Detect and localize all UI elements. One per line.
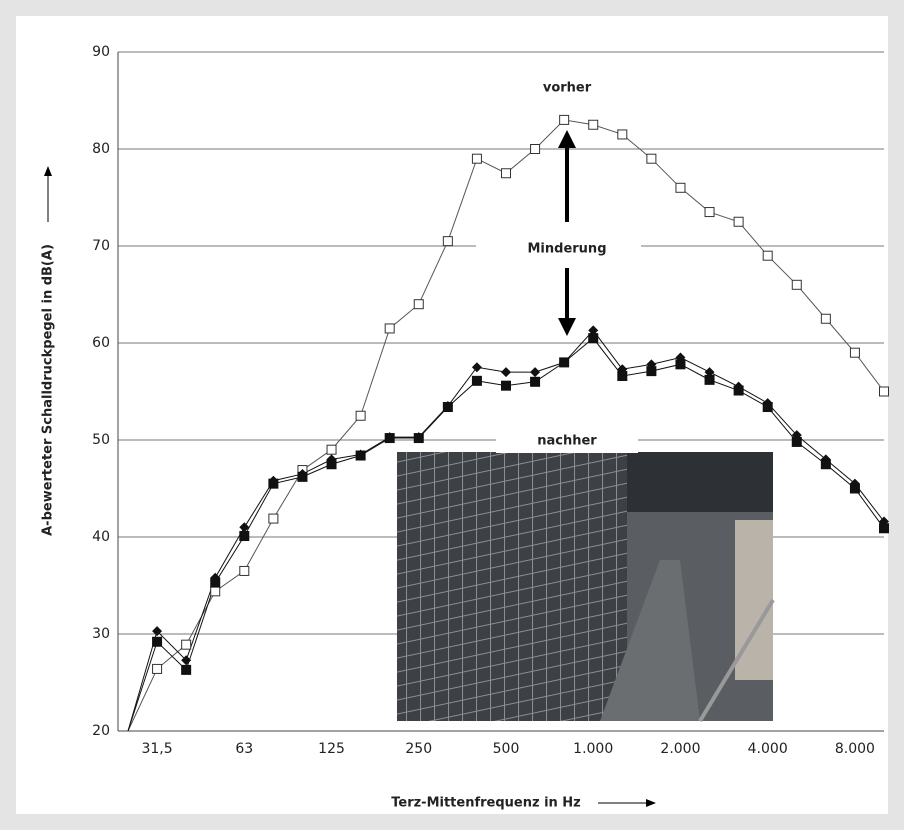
point: [762, 250, 773, 261]
point: [820, 459, 831, 470]
y-tick-label: 40: [92, 529, 110, 545]
point: [733, 216, 744, 227]
point: [210, 586, 221, 597]
point: [675, 359, 686, 370]
point: [239, 531, 250, 542]
point: [413, 433, 424, 444]
y-tick-label: 90: [92, 44, 110, 60]
point: [501, 380, 511, 391]
y-tick-label: 20: [92, 723, 110, 739]
point: [791, 279, 802, 290]
y-tick-label: 70: [92, 238, 110, 254]
point: [442, 402, 453, 413]
point: [268, 478, 279, 489]
label-bg: [476, 236, 641, 260]
point: [384, 433, 395, 444]
point: [297, 471, 308, 482]
annotation: Minderung: [528, 242, 607, 257]
point: [152, 636, 163, 647]
x-tick-label: 4.000: [748, 741, 788, 757]
x-tick-label: 63: [235, 741, 253, 757]
point: [588, 325, 599, 336]
point: [559, 114, 570, 125]
point: [530, 367, 541, 378]
point: [181, 664, 192, 675]
point: [762, 402, 773, 413]
point: [559, 357, 570, 368]
y-tick-label: 50: [92, 432, 110, 448]
y-tick-label: 80: [92, 141, 110, 157]
point: [733, 385, 744, 396]
x-tick-label: 250: [405, 741, 432, 757]
label-bg: [496, 429, 638, 453]
point: [471, 153, 482, 164]
point: [501, 367, 511, 378]
plot: [127, 114, 889, 732]
point: [413, 299, 424, 310]
point: [791, 436, 802, 447]
x-axis-title: Terz-Mittenfrequenz in Hz: [391, 796, 581, 811]
point: [849, 347, 860, 358]
y-tick-label: 30: [92, 626, 110, 642]
point: [181, 639, 192, 650]
point: [704, 367, 715, 378]
point: [355, 450, 366, 461]
point: [210, 577, 221, 588]
point: [268, 513, 279, 524]
y-axis-title: A-bewerteter Schalldruckpegel in dB(A): [41, 244, 56, 536]
arrows: [558, 130, 576, 336]
x-tick-label: 8.000: [835, 741, 875, 757]
point: [820, 313, 831, 324]
point: [326, 444, 337, 455]
x-tick-label: 500: [493, 741, 520, 757]
point: [239, 522, 250, 533]
point: [588, 119, 599, 130]
point: [646, 153, 657, 164]
point: [355, 410, 366, 421]
point: [152, 663, 163, 674]
point: [501, 168, 511, 179]
point: [704, 374, 715, 385]
point: [849, 483, 860, 494]
point: [239, 565, 250, 576]
annotation: nachher: [537, 434, 597, 449]
point: [879, 523, 889, 534]
point: [675, 182, 686, 193]
point: [384, 323, 395, 334]
point: [704, 207, 715, 218]
point: [617, 370, 628, 381]
point: [879, 386, 889, 397]
point: [152, 626, 163, 637]
x-tick-label: 125: [318, 741, 345, 757]
annotation: vorher: [543, 81, 592, 96]
point: [326, 459, 337, 470]
point: [442, 236, 453, 247]
x-tick-label: 2.000: [660, 741, 700, 757]
x-tick-label: 1.000: [573, 741, 613, 757]
axis-arrow: [44, 166, 656, 807]
point: [530, 376, 541, 387]
point: [646, 366, 657, 377]
point: [617, 129, 628, 140]
point: [588, 333, 599, 344]
point: [471, 362, 482, 373]
point: [471, 375, 482, 386]
photo: [397, 452, 775, 723]
y-tick-label: 60: [92, 335, 110, 351]
point: [181, 655, 192, 666]
point: [530, 144, 541, 154]
x-tick-label: 31,5: [141, 741, 172, 757]
